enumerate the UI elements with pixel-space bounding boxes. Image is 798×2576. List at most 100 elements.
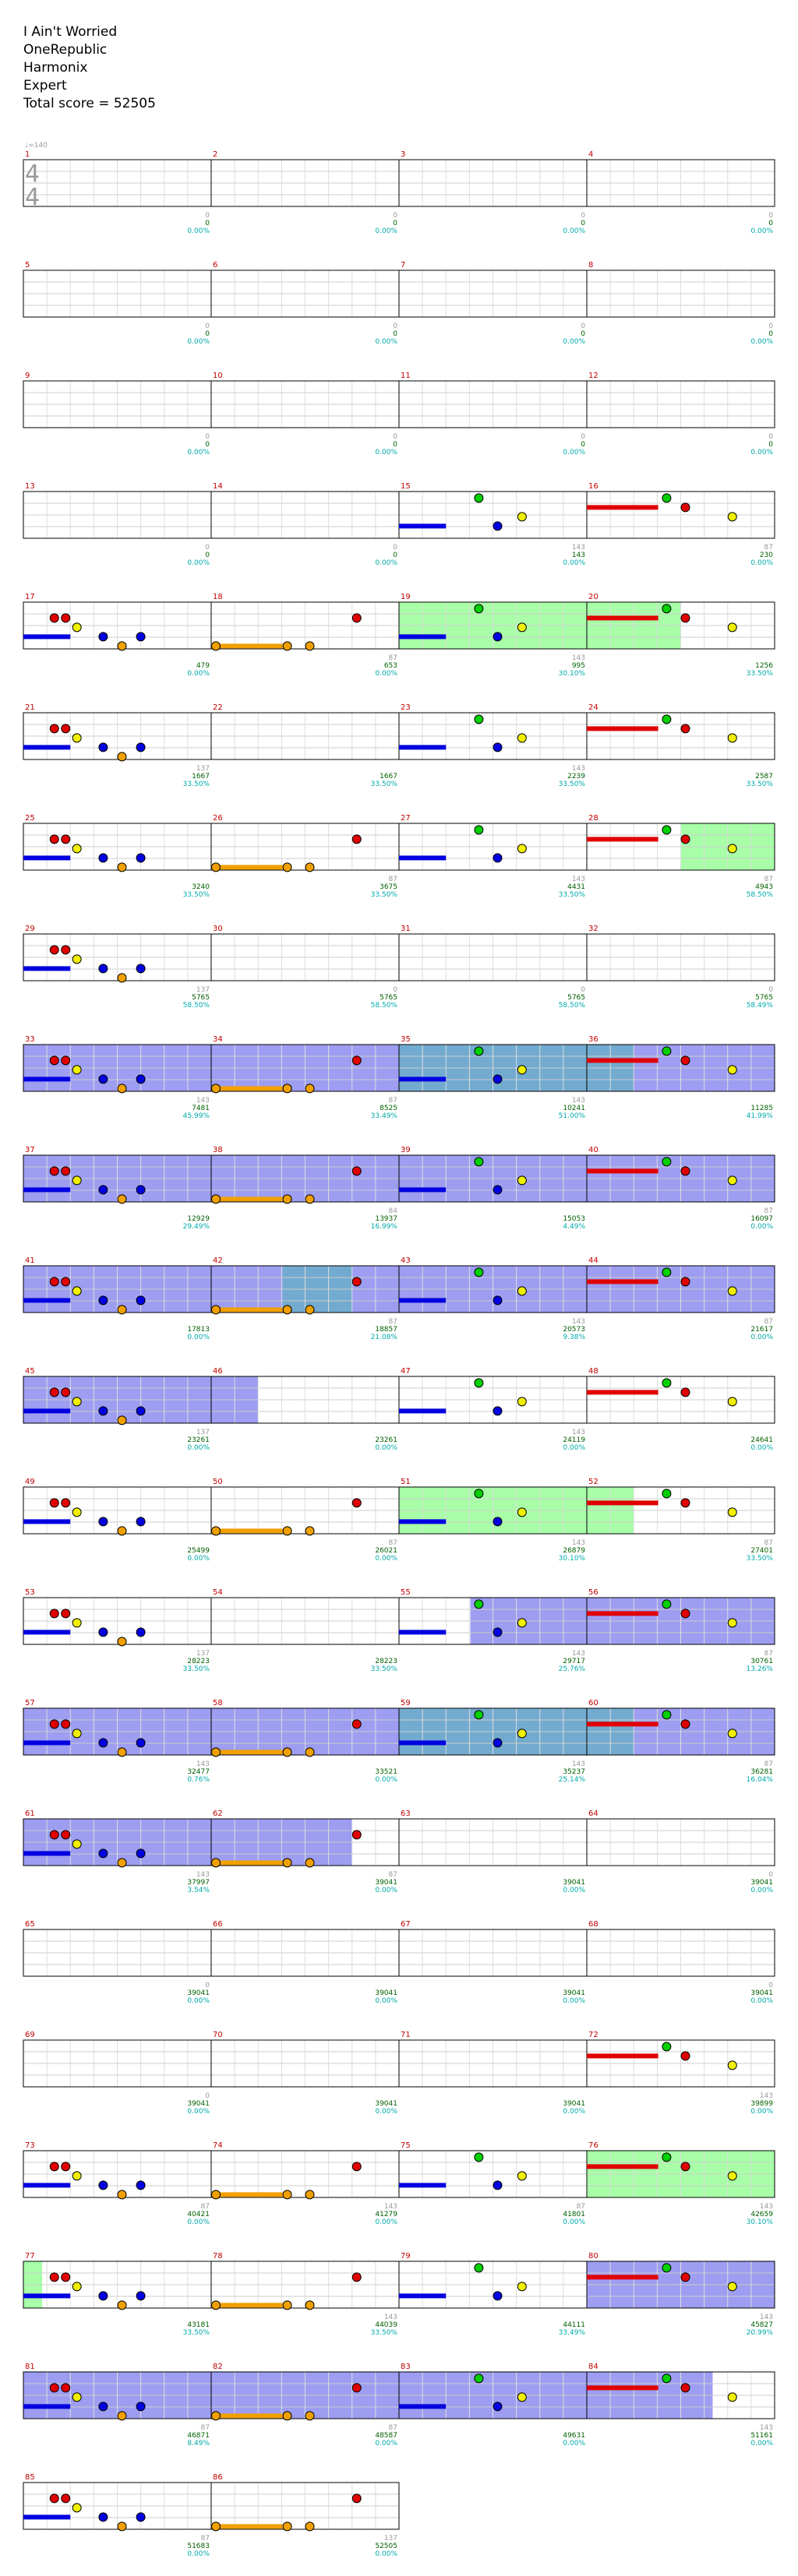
note-gem	[98, 1738, 108, 1748]
sustain-bar	[587, 837, 659, 842]
streak-label: 87	[764, 1539, 773, 1547]
sustain-bar	[399, 523, 447, 529]
percent-label: 33.50%	[559, 781, 586, 788]
note-gem	[474, 714, 484, 724]
score-label: 0	[581, 330, 585, 338]
score-label: 46871	[187, 2432, 210, 2440]
note-gem	[49, 1277, 59, 1287]
percent-label: 41.99%	[747, 1112, 774, 1120]
note-gem	[517, 512, 527, 522]
score-label: 5765	[755, 994, 773, 1002]
note-gem	[680, 1719, 690, 1729]
streak-label: 0	[768, 322, 773, 330]
sustain-bar	[399, 1740, 447, 1746]
percent-label: 0.00%	[563, 1444, 585, 1452]
percent-label: 33.49%	[371, 1112, 398, 1120]
measure-18	[210, 601, 400, 651]
measure-number: 36	[588, 1035, 598, 1044]
note-gem	[305, 1305, 315, 1315]
measure-number: 79	[401, 2252, 411, 2261]
sustain-bar	[23, 1740, 71, 1746]
measure-number: 10	[213, 372, 223, 380]
note-gem	[351, 2493, 362, 2504]
measure-frame	[586, 2150, 775, 2198]
note-gem	[72, 1728, 82, 1739]
sustain-bar	[399, 1298, 447, 1303]
sustain-bar	[587, 2164, 659, 2169]
percent-label: 33.50%	[183, 891, 210, 899]
note-gem	[136, 632, 146, 642]
sustain-bar	[399, 1077, 447, 1082]
streak-label: 0	[768, 433, 773, 441]
measure-number: 7	[401, 261, 405, 270]
sustain-bar	[23, 1851, 71, 1856]
measure-number: 57	[25, 1699, 35, 1707]
measure-25	[23, 823, 212, 872]
note-gem	[117, 1194, 127, 1204]
note-gem	[72, 1618, 82, 1628]
percent-label: 30.10%	[559, 1555, 586, 1563]
measure-frame	[586, 823, 775, 871]
sustain-bar	[399, 634, 447, 640]
note-gem	[211, 1084, 221, 1094]
score-label: 20573	[563, 1326, 585, 1334]
measure-62	[210, 1818, 400, 1868]
note-gem	[727, 1728, 737, 1739]
streak-label: 143	[196, 1760, 210, 1768]
measure-frame	[586, 380, 775, 428]
note-gem	[211, 2190, 221, 2200]
sustain-bar	[211, 1750, 283, 1755]
sustain-bar	[211, 643, 283, 649]
note-gem	[727, 1507, 737, 1517]
measure-number: 58	[213, 1699, 223, 1707]
note-gem	[305, 862, 315, 872]
note-gem	[98, 1295, 108, 1306]
measure-number: 26	[213, 814, 223, 823]
score-label: 0	[581, 220, 585, 227]
score-label: 0	[393, 551, 397, 559]
note-gem	[98, 964, 108, 974]
score-label: 0	[393, 441, 397, 449]
sustain-bar	[23, 1187, 71, 1193]
percent-label: 0.00%	[187, 1444, 210, 1452]
note-gem	[61, 1277, 71, 1287]
measure-number: 2	[213, 150, 217, 159]
measure-44	[586, 1265, 775, 1313]
measure-number: 42	[213, 1256, 223, 1265]
streak-label: 143	[760, 2424, 773, 2432]
note-gem	[49, 1609, 59, 1619]
sustain-bar	[587, 1279, 659, 1284]
note-gem	[61, 613, 71, 623]
note-gem	[517, 733, 527, 743]
note-gem	[493, 2291, 503, 2301]
note-gem	[493, 1517, 503, 1527]
note-gem	[662, 1267, 672, 1277]
score-label: 143	[572, 551, 585, 559]
score-label: 39899	[750, 2100, 773, 2108]
note-gem	[61, 1498, 71, 1508]
score-label: 2587	[755, 773, 773, 781]
score-label: 51161	[750, 2432, 773, 2440]
streak-label: 137	[196, 1650, 210, 1658]
note-gem	[305, 2521, 315, 2532]
percent-label: 0.00%	[375, 2218, 397, 2226]
percent-label: 0.00%	[375, 1887, 397, 1894]
percent-label: 33.50%	[183, 1665, 210, 1673]
note-gem	[680, 1498, 690, 1508]
measure-45	[23, 1376, 212, 1425]
measure-79	[398, 2261, 588, 2309]
note-gem	[493, 853, 503, 863]
note-gem	[493, 1406, 503, 1416]
streak-label: 0	[768, 986, 773, 994]
note-gem	[282, 1084, 292, 1094]
percent-label: 33.49%	[559, 2329, 586, 2337]
measure-number: 5	[25, 261, 30, 270]
score-label: 23261	[187, 1436, 210, 1444]
note-gem	[662, 1046, 672, 1056]
note-gem	[474, 1599, 484, 1609]
percent-label: 33.50%	[747, 1555, 774, 1563]
percent-label: 58.50%	[371, 1002, 398, 1010]
measure-71	[398, 2039, 588, 2088]
percent-label: 51.00%	[559, 1112, 586, 1120]
note-gem	[662, 2263, 672, 2273]
